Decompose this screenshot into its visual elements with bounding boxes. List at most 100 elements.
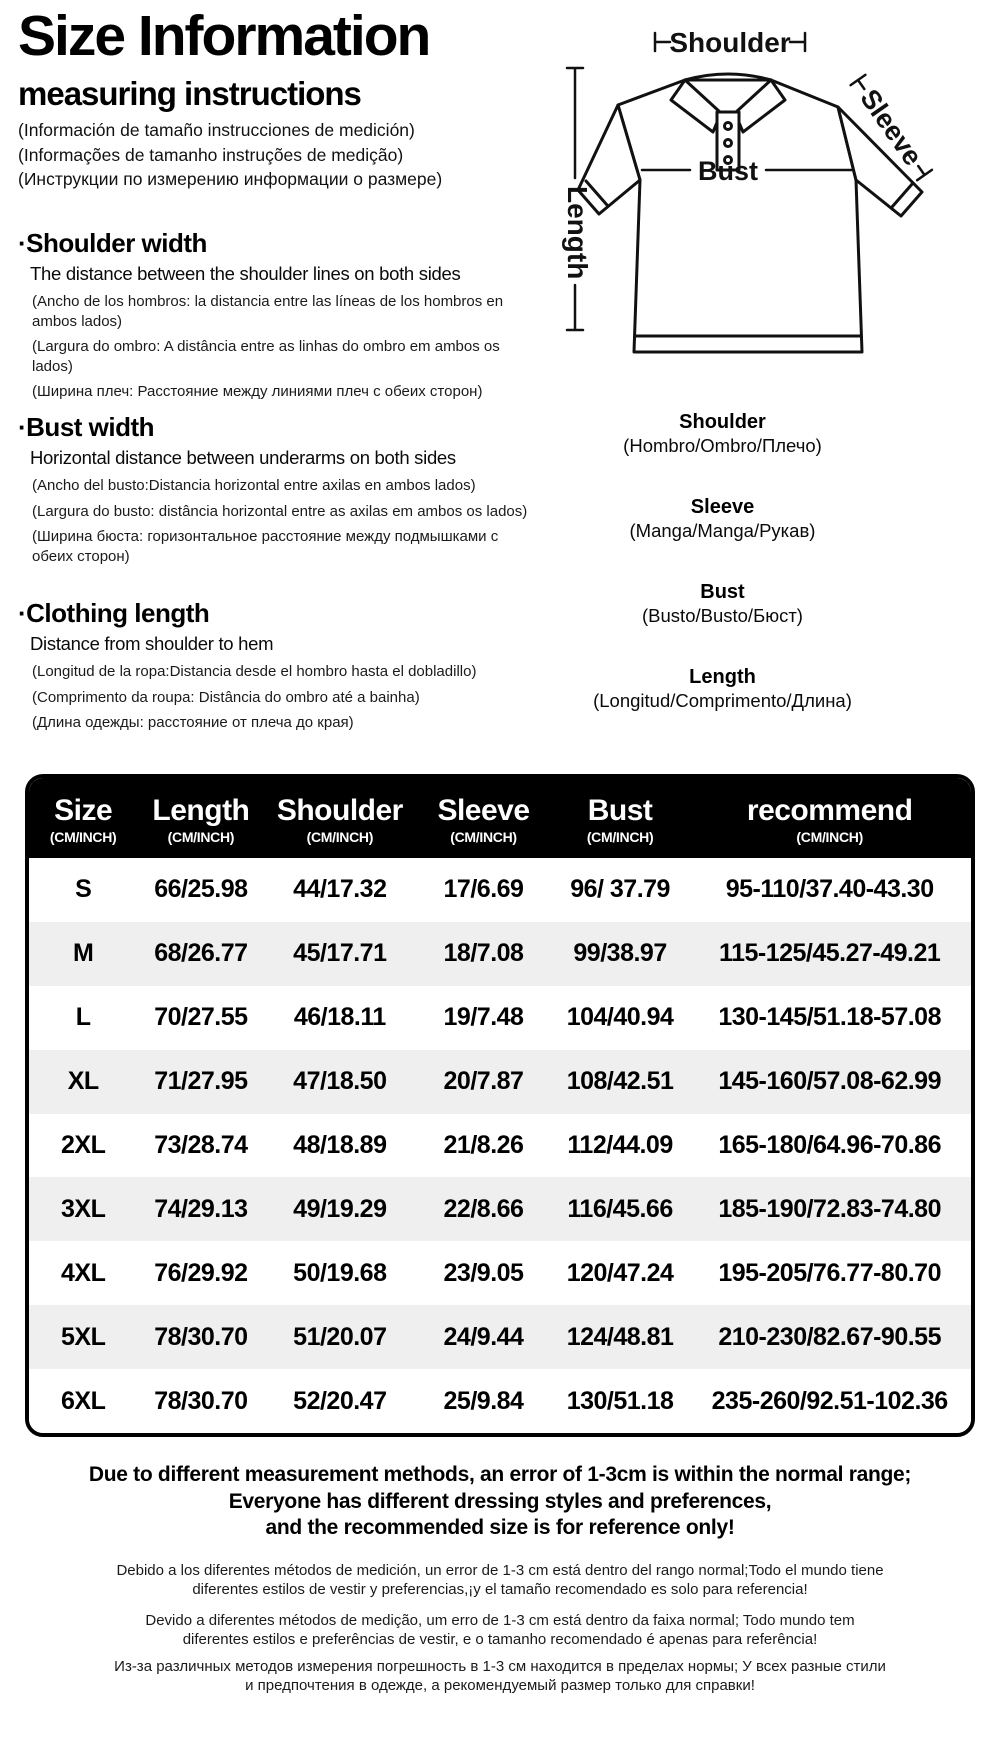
section-description: Distance from shoulder to hem bbox=[30, 633, 274, 654]
size-cell: M bbox=[73, 939, 94, 968]
size-row-6xl: 6XL 78/30.70 52/20.47 25/9.84 130/51.18 … bbox=[29, 1369, 971, 1433]
title-translation-es: (Información de tamaño instrucciones de … bbox=[18, 120, 415, 140]
sleeve-cell: 23/9.05 bbox=[443, 1258, 524, 1287]
page-title: Size Information bbox=[18, 4, 431, 68]
section-shoulder-width: ·Shoulder width The distance between the… bbox=[18, 228, 550, 402]
length-cell: 78/30.70 bbox=[154, 1322, 248, 1351]
recommend-cell: 235-260/92.51-102.36 bbox=[711, 1386, 949, 1415]
header-row: Size (CM/INCH) Length (CM/INCH) Shoulder… bbox=[29, 778, 971, 858]
legend-label: Length bbox=[689, 666, 756, 688]
col-unit: (CM/INCH) bbox=[586, 829, 654, 845]
size-row-l: L 70/27.55 46/18.11 19/7.48 104/40.94 13… bbox=[29, 985, 971, 1050]
bust-cell: 116/45.66 bbox=[567, 1194, 673, 1223]
recommend-cell: 195-205/76.77-80.70 bbox=[718, 1258, 941, 1287]
bust-cell: 124/48.81 bbox=[566, 1322, 674, 1351]
col-header-length: Length (CM/INCH) bbox=[137, 778, 265, 858]
legend-label: Sleeve bbox=[690, 496, 755, 518]
bust-cell: 96/ 37.79 bbox=[570, 875, 670, 904]
title-translation-pt: (Informações de tamanho instruções de me… bbox=[18, 144, 404, 165]
section-translation-es: (Ancho del busto:Distancia horizontal en… bbox=[32, 477, 476, 494]
shoulder-cell: 44/17.32 bbox=[293, 875, 387, 904]
recommend-cell: 145-160/57.08-62.99 bbox=[718, 1067, 941, 1096]
col-header-sleeve: Sleeve (CM/INCH) bbox=[415, 778, 552, 858]
size-table-body: S 66/25.98 44/17.32 17/6.69 96/ 37.79 95… bbox=[29, 858, 971, 1433]
polo-shirt-diagram: Sleeve Shoulder Length Bust bbox=[562, 27, 934, 354]
size-row-xl: XL 71/27.95 47/18.50 20/7.87 108/42.51 1… bbox=[29, 1049, 971, 1114]
legend-label: Shoulder bbox=[679, 411, 766, 433]
shoulder-cell: 46/18.11 bbox=[293, 1003, 386, 1032]
sleeve-cell: 17/6.69 bbox=[443, 875, 524, 904]
recommend-cell: 165-180/64.96-70.86 bbox=[718, 1130, 941, 1159]
section-title: ·Clothing length bbox=[18, 598, 210, 628]
sleeve-cell: 20/7.87 bbox=[443, 1067, 524, 1096]
length-cell: 70/27.55 bbox=[154, 1003, 248, 1032]
section-translation-ru: (Длина одежды: расстояние от плеча до кр… bbox=[32, 714, 354, 731]
title-translations: (Información de tamaño instrucciones de … bbox=[18, 118, 543, 192]
col-header-size: Size (CM/INCH) bbox=[29, 778, 138, 858]
legend-item-shoulder: Shoulder (Hombro/Ombro/Плечо) bbox=[540, 410, 905, 457]
col-unit: (CM/INCH) bbox=[167, 829, 235, 845]
button-icon bbox=[723, 155, 733, 165]
length-cell: 68/26.77 bbox=[154, 939, 248, 968]
size-cell: 6XL bbox=[60, 1386, 106, 1415]
measure-marks bbox=[565, 31, 854, 332]
note-line-3: and the recommended size is for referenc… bbox=[265, 1516, 735, 1539]
length-cell: 74/29.13 bbox=[154, 1194, 248, 1223]
bust-cell: 130/51.18 bbox=[566, 1386, 674, 1415]
length-measure-line bbox=[565, 66, 585, 332]
sleeve-cell: 19/7.48 bbox=[443, 1003, 524, 1032]
section-translation-es: (Longitud de la ropa:Distancia desde el … bbox=[32, 663, 477, 680]
col-label: Size bbox=[54, 794, 113, 827]
size-row-m: M 68/26.77 45/17.71 18/7.08 99/38.97 115… bbox=[29, 921, 971, 986]
size-cell: S bbox=[75, 875, 92, 904]
section-translation-pt: (Comprimento da roupa: Distância do ombr… bbox=[32, 688, 420, 706]
col-unit: (CM/INCH) bbox=[306, 829, 374, 845]
shoulder-cell: 49/19.29 bbox=[293, 1194, 387, 1223]
section-title: ·Bust width bbox=[18, 412, 155, 442]
measurement-note-es: Debido a los diferentes métodos de medic… bbox=[116, 1562, 884, 1598]
section-title: ·Shoulder width bbox=[18, 228, 207, 258]
bust-cell: 120/47.24 bbox=[566, 1258, 674, 1287]
legend-item-sleeve: Sleeve (Manga/Manga/Рукав) bbox=[540, 495, 905, 542]
size-row-3xl: 3XL 74/29.13 49/19.29 22/8.66 116/45.66 … bbox=[29, 1177, 971, 1242]
size-row-5xl: 5XL 78/30.70 51/20.07 24/9.44 124/48.81 … bbox=[29, 1305, 971, 1369]
col-header-shoulder: Shoulder (CM/INCH) bbox=[264, 778, 416, 858]
section-description: The distance between the shoulder lines … bbox=[30, 263, 461, 284]
legend-label: Bust bbox=[700, 581, 745, 603]
bust-cell: 104/40.94 bbox=[566, 1003, 674, 1032]
recommend-cell: 95-110/37.40-43.30 bbox=[725, 875, 934, 904]
col-label: Sleeve bbox=[437, 794, 530, 827]
legend-translation: (Hombro/Ombro/Плечо) bbox=[623, 435, 822, 456]
legend-translation: (Manga/Manga/Рукав) bbox=[629, 520, 816, 541]
page-subtitle: measuring instructions bbox=[18, 75, 362, 112]
shoulder-cell: 45/17.71 bbox=[293, 939, 387, 968]
shoulder-cell: 52/20.47 bbox=[293, 1386, 387, 1415]
size-cell: 4XL bbox=[60, 1258, 106, 1287]
size-row-2xl: 2XL 73/28.74 48/18.89 21/8.26 112/44.09 … bbox=[29, 1113, 971, 1178]
section-translation-es: (Ancho de los hombros: la distancia entr… bbox=[32, 293, 504, 330]
collar-right-flap bbox=[733, 78, 787, 134]
note-line-1: Due to different measurement methods, an… bbox=[88, 1463, 912, 1486]
length-diagram-label: Length bbox=[562, 186, 593, 279]
length-cell: 73/28.74 bbox=[154, 1130, 248, 1159]
sleeve-cell: 22/8.66 bbox=[443, 1194, 524, 1223]
size-table-container: Size (CM/INCH) Length (CM/INCH) Shoulder… bbox=[25, 774, 975, 1437]
measurement-note-en: Due to different measurement methods, an… bbox=[0, 1462, 1000, 1542]
legend-item-length: Length (Longitud/Comprimento/Длина) bbox=[540, 665, 905, 712]
section-description: Horizontal distance between underarms on… bbox=[30, 447, 456, 468]
length-cell: 66/25.98 bbox=[154, 875, 248, 904]
col-label: Length bbox=[152, 794, 250, 827]
size-cell: 3XL bbox=[60, 1194, 106, 1223]
recommend-cell: 185-190/72.83-74.80 bbox=[718, 1194, 941, 1223]
measure-legend: Shoulder (Hombro/Ombro/Плечо) Sleeve (Ma… bbox=[540, 410, 905, 750]
col-label: Bust bbox=[587, 794, 653, 827]
section-translation-ru: (Ширина плеч: Расстояние между линиями п… bbox=[32, 383, 483, 400]
legend-translation: (Longitud/Comprimento/Длина) bbox=[593, 690, 852, 711]
bust-diagram-label: Bust bbox=[698, 156, 758, 186]
right-cuff-band-line bbox=[890, 181, 915, 209]
legend-translation: (Busto/Busto/Бюст) bbox=[642, 605, 803, 626]
section-translation-pt: (Largura do ombro: A distância entre as … bbox=[32, 338, 500, 375]
bust-cell: 108/42.51 bbox=[566, 1067, 674, 1096]
bust-cell: 112/44.09 bbox=[567, 1130, 673, 1159]
